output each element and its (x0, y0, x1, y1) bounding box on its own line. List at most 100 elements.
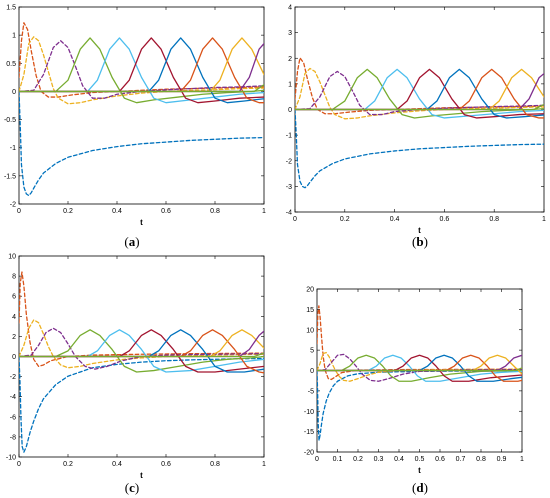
y-tick-label: -4 (10, 394, 16, 401)
series-line-5 (295, 68, 544, 119)
y-tick-label: -3 (286, 184, 292, 191)
series-line-3 (317, 351, 522, 382)
series-line-10 (19, 329, 264, 358)
y-tick-label: -20 (304, 450, 314, 457)
x-tick-label: 1 (262, 461, 266, 468)
x-tick-label: 0 (293, 216, 297, 223)
y-tick-label: 4 (288, 5, 292, 12)
x-tick-label: 0.8 (210, 461, 220, 468)
x-axis-label: t (140, 471, 143, 480)
chart-panel-b: 0 0.2 0.4 0.6 0.8 1 -4 -3 -2 -1 0 1 2 3 4 t(b) (286, 5, 546, 250)
y-tick-label: 0 (12, 89, 16, 96)
x-tick-label: 0.3 (374, 456, 384, 463)
chart-panel-a: 0 0.2 0.4 0.6 0.8 1 -2 -1.5 -1 -0.5 0 0.5 1 1.5 t(a) (4, 5, 266, 250)
x-tick-label: 1 (520, 456, 524, 463)
series-line-3 (295, 67, 544, 120)
x-tick-label: 0.8 (476, 456, 486, 463)
x-axis-label: t (418, 466, 421, 475)
series-line-12 (317, 367, 522, 372)
series-line-9 (19, 37, 264, 104)
y-tick-label: 5 (310, 348, 314, 355)
y-tick-label: -1 (286, 133, 292, 140)
series-line-4 (19, 327, 264, 370)
y-tick-label: -2 (286, 158, 292, 165)
y-tick-label: 10 (8, 254, 16, 261)
series-line-5 (19, 37, 264, 104)
series-line-12 (19, 352, 264, 358)
y-tick-label: -10 (304, 409, 314, 416)
y-tick-label: 3 (288, 30, 292, 37)
series-line-7 (19, 37, 264, 104)
series-line-1 (19, 355, 264, 453)
y-tick-label: -0.5 (4, 117, 16, 124)
series-group (317, 305, 522, 442)
y-tick-label: -10 (6, 455, 16, 462)
chart-panel-c: 0 0.2 0.4 0.6 0.8 1 -10 -8 -6 -4 -2 0 2 4 6 8 10 t(c) (6, 254, 266, 496)
x-tick-label: 0.5 (415, 456, 425, 463)
series-group (19, 271, 264, 453)
series-line-2 (317, 305, 522, 381)
series-line-7 (19, 329, 264, 373)
series-line-10 (317, 354, 522, 375)
x-tick-label: 0.8 (210, 208, 220, 215)
series-line-12 (295, 103, 544, 111)
y-tick-label: -8 (10, 434, 16, 441)
x-tick-label: 0 (17, 208, 21, 215)
x-tick-label: 1 (262, 208, 266, 215)
series-line-1 (317, 369, 522, 442)
series-line-8 (295, 68, 544, 119)
y-tick-label: -4 (286, 210, 292, 217)
series-line-8 (19, 37, 264, 104)
series-line-9 (19, 329, 264, 374)
y-tick-label: 2 (288, 56, 292, 63)
y-tick-label: -2 (10, 374, 16, 381)
series-line-8 (19, 329, 264, 373)
x-tick-label: 0.4 (112, 461, 122, 468)
y-tick-label: 20 (306, 287, 314, 294)
x-tick-label: 0.1 (333, 456, 343, 463)
x-tick-label: 0.2 (353, 456, 363, 463)
series-line-9 (295, 68, 544, 119)
y-tick-label: 1 (12, 33, 16, 40)
y-tick-label: 0 (12, 354, 16, 361)
x-tick-label: 0.4 (390, 216, 400, 223)
x-tick-label: 0 (17, 461, 21, 468)
panel-caption: (b) (412, 234, 428, 249)
x-tick-label: 0.2 (340, 216, 350, 223)
x-tick-label: 0.2 (63, 208, 73, 215)
y-tick-label: -15 (304, 429, 314, 436)
y-tick-label: 0.5 (6, 61, 16, 68)
y-tick-label: 2 (12, 334, 16, 341)
y-tick-label: 15 (306, 307, 314, 314)
series-line-12 (19, 84, 264, 93)
series-line-3 (19, 319, 264, 369)
series-group (295, 57, 544, 189)
chart-panel-d: 0 0.1 0.2 0.3 0.4 0.5 0.6 0.7 0.8 0.9 1 -20 -15 -10 -5… (304, 287, 524, 496)
x-tick-label: 0.4 (394, 456, 404, 463)
x-tick-label: 0.8 (489, 216, 499, 223)
series-line-2 (19, 271, 264, 367)
y-tick-label: -6 (10, 414, 16, 421)
y-tick-label: -2 (10, 202, 16, 209)
y-tick-label: 0 (288, 107, 292, 114)
y-tick-label: 6 (12, 294, 16, 301)
x-tick-label: 0.6 (161, 461, 171, 468)
panel-caption: (d) (412, 480, 428, 495)
series-line-10 (19, 37, 264, 93)
x-tick-label: 0.7 (456, 456, 466, 463)
x-tick-label: 0.4 (112, 208, 122, 215)
x-tick-label: 0.6 (435, 456, 445, 463)
x-tick-label: 0.6 (440, 216, 450, 223)
y-tick-label: 8 (12, 274, 16, 281)
series-line-5 (19, 329, 264, 373)
x-tick-label: 0 (315, 456, 319, 463)
series-line-3 (19, 36, 264, 105)
y-tick-label: 4 (12, 314, 16, 321)
x-tick-label: 1 (542, 216, 546, 223)
y-tick-label: 1 (288, 81, 292, 88)
series-line-1 (19, 90, 264, 197)
series-line-8 (317, 354, 522, 382)
y-tick-label: 1.5 (6, 5, 16, 12)
y-tick-label: -5 (308, 388, 314, 395)
